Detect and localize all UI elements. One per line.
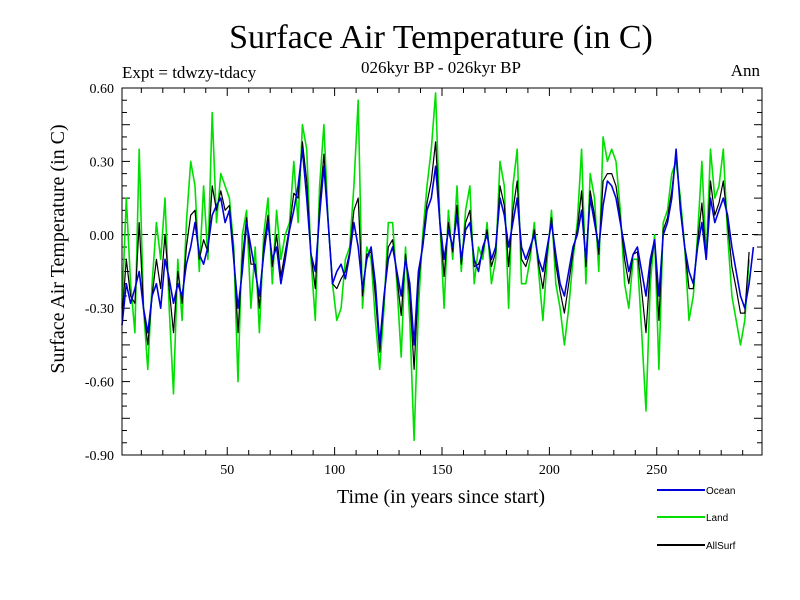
experiment-label: Expt = tdwzy-tdacy xyxy=(122,63,257,82)
series-lines xyxy=(121,92,755,442)
y-tick-label: -0.90 xyxy=(85,449,114,464)
y-tick-label: 0.00 xyxy=(90,229,115,244)
y-axis-label: Surface Air Temperature (in C) xyxy=(47,124,69,373)
chart-title: Surface Air Temperature (in C) xyxy=(229,19,653,56)
legend-label-allsurf: AllSurf xyxy=(706,541,736,552)
legend-label-land: Land xyxy=(706,513,728,524)
plot-frame xyxy=(121,87,763,456)
legend: Ocean Land AllSurf xyxy=(657,486,736,552)
x-tick-label: 50 xyxy=(220,463,234,478)
x-tick-label: 150 xyxy=(432,463,453,478)
x-tick-label: 200 xyxy=(539,463,560,478)
chart-subtitle: 026kyr BP - 026kyr BP xyxy=(361,58,521,77)
period-label: Ann xyxy=(731,61,761,80)
x-axis-label: Time (in years since start) xyxy=(337,486,545,508)
x-tick-label: 100 xyxy=(324,463,345,478)
y-tick-label: 0.60 xyxy=(90,82,115,97)
legend-label-ocean: Ocean xyxy=(706,486,735,497)
y-tick-label: 0.30 xyxy=(90,155,115,170)
series-line-ocean xyxy=(121,148,755,346)
series-line-land xyxy=(121,92,750,442)
y-tick-label: -0.60 xyxy=(85,376,114,391)
x-tick-label: 250 xyxy=(646,463,667,478)
y-tick-label: -0.30 xyxy=(85,302,114,317)
axis-ticks: 50 100 150 200 250 -0.90 -0.60 -0.30 0.00 0.30 0.6… xyxy=(85,82,762,478)
series-line-allsurf xyxy=(121,141,750,370)
